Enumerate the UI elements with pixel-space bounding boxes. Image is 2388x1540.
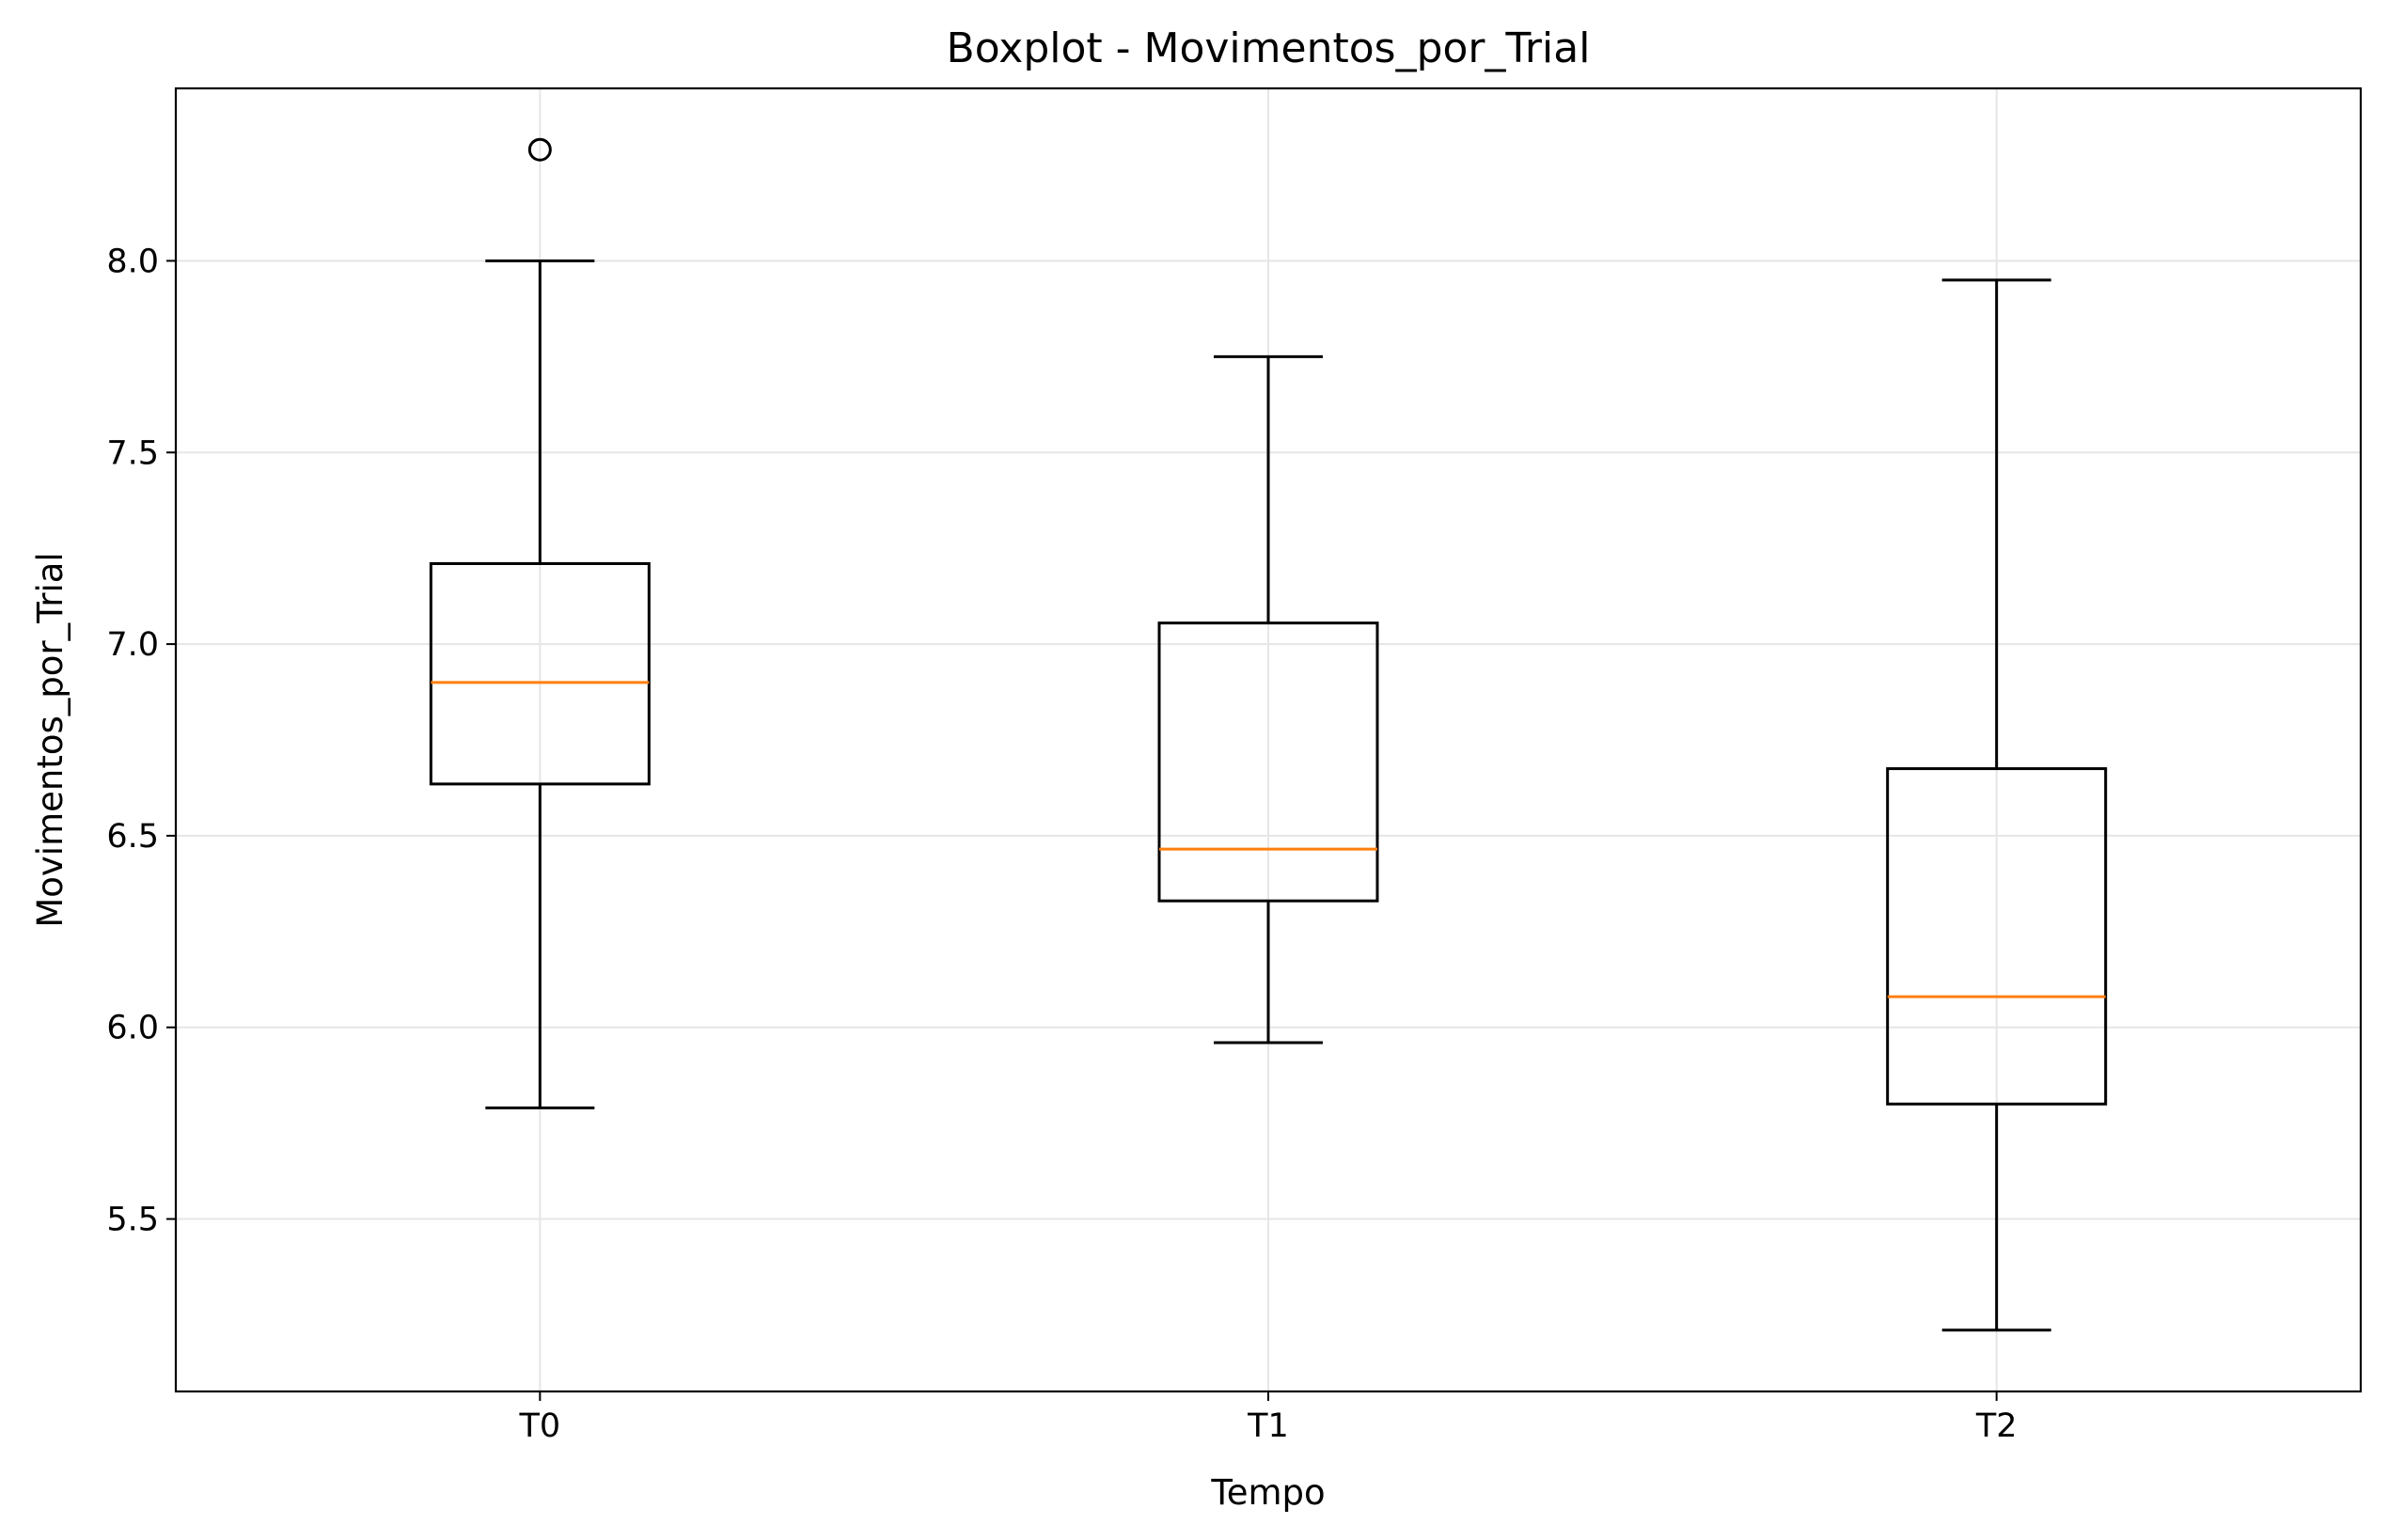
iqr-box — [1886, 767, 2108, 1106]
box-t1 — [1157, 354, 1379, 1045]
outlier-point — [527, 137, 552, 162]
y-tick-label: 8.0 — [106, 243, 159, 280]
iqr-box — [429, 561, 651, 786]
box-t2 — [1886, 278, 2108, 1332]
x-tick-label: T1 — [1247, 1407, 1289, 1445]
iqr-box — [1157, 621, 1379, 903]
y-tick-label: 7.0 — [106, 626, 159, 664]
y-tick-label: 6.5 — [106, 818, 159, 856]
box-t0 — [429, 137, 651, 1109]
x-tick-label: T0 — [519, 1407, 561, 1445]
axis-ticks: 5.5 6.0 6.5 7.0 7.5 8.0 T0 T1 T2 — [106, 243, 2017, 1445]
y-tick-label: 5.5 — [106, 1202, 159, 1239]
y-tick-label: 7.5 — [106, 434, 159, 472]
x-axis-label: Tempo — [1210, 1472, 1325, 1513]
x-tick-label: T2 — [1975, 1407, 2018, 1445]
y-tick-label: 6.0 — [106, 1010, 159, 1047]
y-axis-label: Movimentos_por_Trial — [30, 552, 71, 927]
box-series — [429, 137, 2108, 1332]
chart-title: Boxplot - Movimentos_por_Trial — [947, 24, 1591, 72]
